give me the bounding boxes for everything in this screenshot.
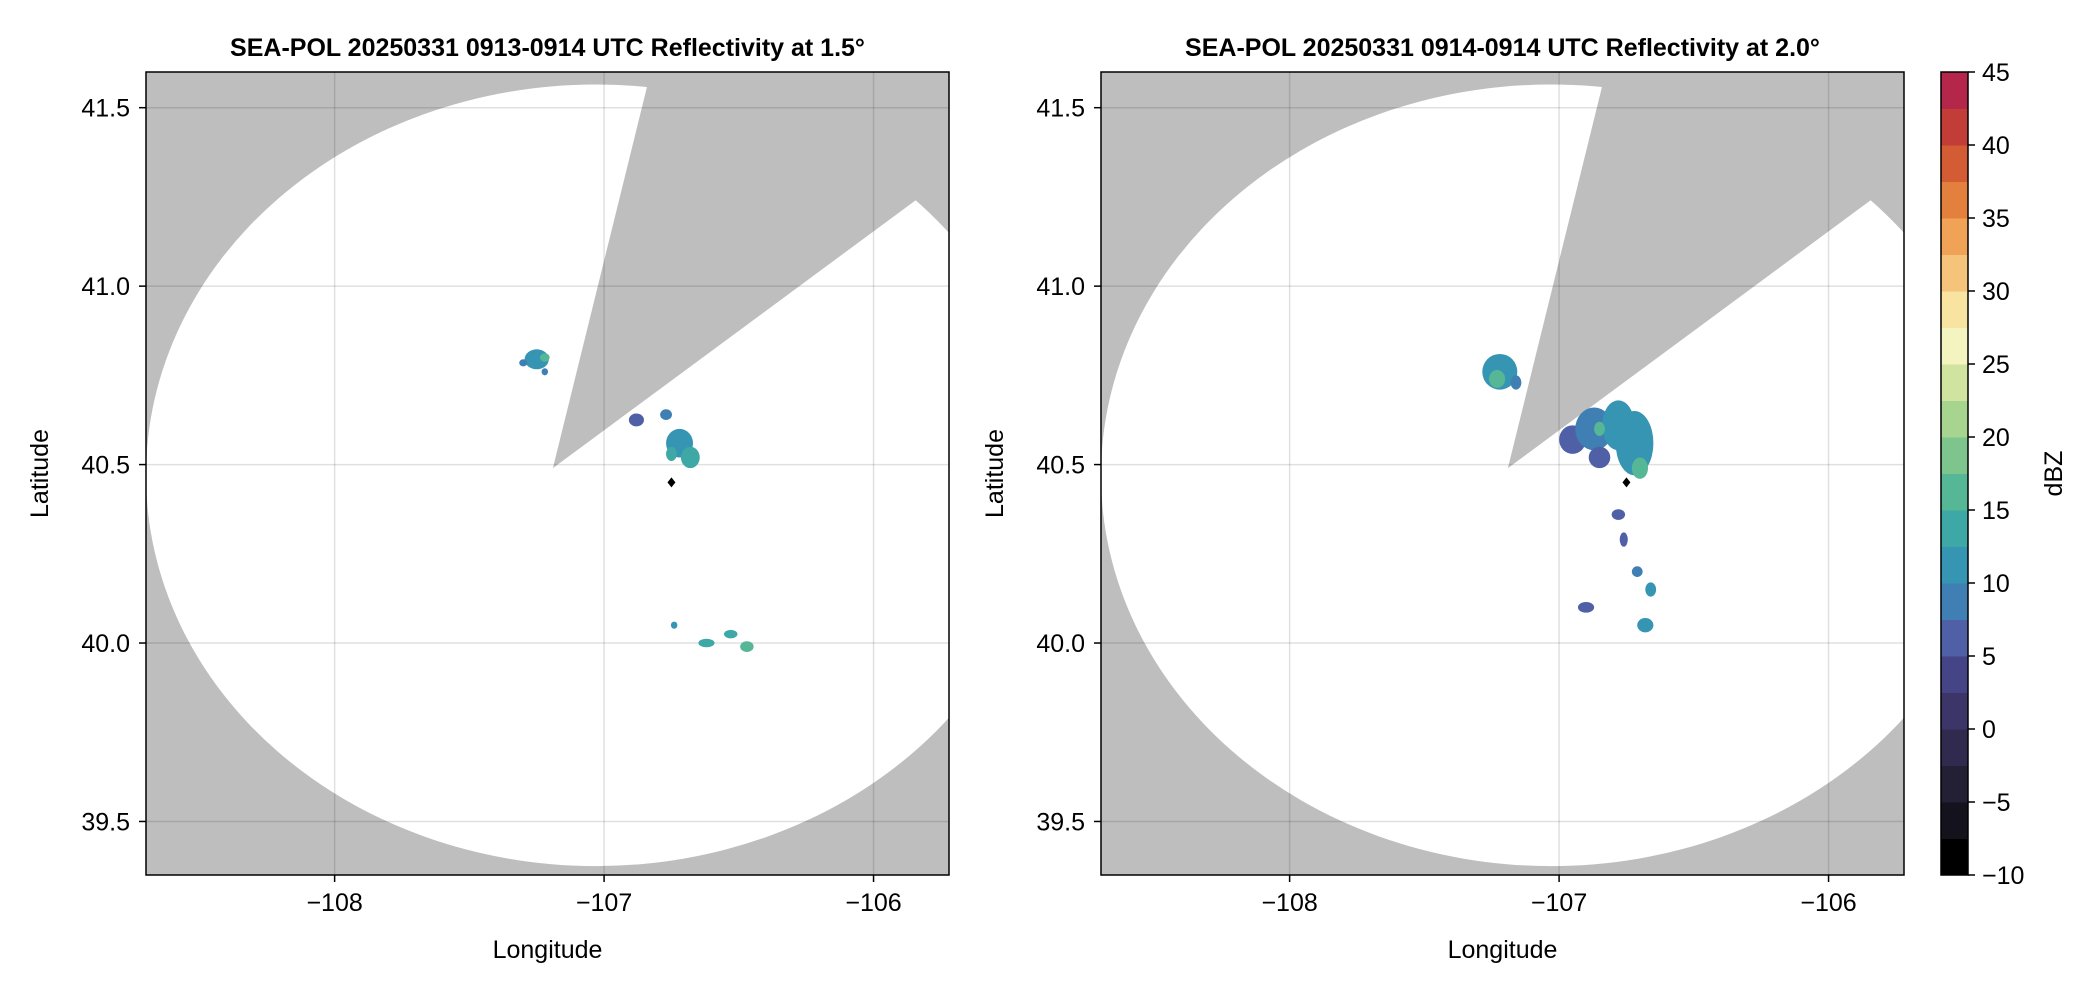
colorbar-segment-0: [1941, 838, 1968, 876]
axes-frame: [1100, 71, 1905, 876]
echo-cell-12: [1631, 566, 1643, 577]
x-axis-label: Longitude: [493, 936, 603, 964]
echo-cell-7: [680, 446, 700, 469]
colorbar-segment-5: [1941, 656, 1968, 693]
echo-cell-11: [723, 629, 738, 639]
colorbar-segment-7: [1941, 583, 1968, 620]
echo-cell-1: [1489, 370, 1506, 388]
beam-blockage-sector: [552, 72, 949, 469]
echo-cell-12: [740, 641, 754, 652]
y-tick-label-3: 41.0: [81, 273, 130, 301]
colorbar-tick-label-7: 10: [1982, 570, 2010, 598]
colorbar-segment-21: [1941, 72, 1968, 109]
colorbar-label: dBZ: [2040, 451, 2068, 497]
plot-area: [146, 72, 949, 875]
echo-cell-8: [666, 446, 677, 462]
colorbar-segment-16: [1941, 254, 1968, 292]
x-tick-label-2: −106: [845, 889, 901, 917]
colorbar-tick-label-1: 40: [1982, 132, 2010, 160]
panel-title: SEA-POL 20250331 0914-0914 UTC Reflectiv…: [1185, 34, 1820, 62]
x-tick-label-1: −107: [576, 889, 632, 917]
echo-cell-2: [1510, 375, 1522, 390]
colorbar-tick-label-6: 15: [1982, 497, 2010, 525]
x-tick-label-0: −108: [306, 889, 362, 917]
colorbar-segment-14: [1941, 327, 1968, 365]
colorbar-segment-20: [1941, 108, 1968, 146]
colorbar-segment-15: [1941, 291, 1968, 328]
colorbar-tick-label-11: −10: [1982, 862, 2024, 890]
y-tick-label-0: 39.5: [81, 808, 130, 836]
colorbar-segment-8: [1941, 546, 1968, 584]
panel-title: SEA-POL 20250331 0913-0914 UTC Reflectiv…: [230, 34, 865, 62]
y-tick-label-1: 40.0: [81, 630, 130, 658]
echo-cell-1: [539, 353, 550, 362]
y-tick-label-1: 40.0: [1036, 630, 1085, 658]
echo-cell-9: [670, 621, 678, 629]
echo-cell-3: [541, 368, 549, 376]
colorbar-tick-label-8: 5: [1982, 643, 1996, 671]
echo-cell-14: [1577, 601, 1595, 613]
colorbar-tick-label-9: 0: [1982, 716, 1996, 744]
x-tick-label-1: −107: [1531, 889, 1587, 917]
radar-site-marker: [667, 477, 676, 488]
echo-cell-2: [519, 359, 528, 367]
x-tick-label-0: −108: [1261, 889, 1317, 917]
echo-cell-8: [1594, 421, 1605, 437]
echo-cell-9: [1631, 457, 1649, 479]
echo-cell-10: [698, 638, 715, 648]
colorbar-segment-1: [1941, 802, 1968, 839]
colorbar-segment-19: [1941, 145, 1968, 182]
y-axis-label: Latitude: [26, 429, 54, 518]
plot-area: [1101, 72, 1904, 875]
beam-blockage-sector: [1507, 72, 1904, 469]
colorbar-segment-3: [1941, 729, 1968, 766]
colorbar-segment-10: [1941, 473, 1968, 511]
y-tick-label-4: 41.5: [1036, 95, 1085, 123]
map-panel-1: −108 −107 −106 39.5 40.0 40.5 41.0 41.5 SEA-POL …: [26, 34, 950, 964]
echo-cell-10: [1611, 509, 1626, 520]
axes-frame: [145, 71, 950, 876]
y-tick-label-0: 39.5: [1036, 808, 1085, 836]
colorbar-segment-13: [1941, 364, 1968, 401]
colorbar-segment-4: [1941, 692, 1968, 730]
y-tick-label-2: 40.5: [81, 452, 130, 480]
echo-cell-15: [1637, 618, 1654, 633]
echo-cell-4: [628, 413, 644, 427]
echo-cell-11: [1619, 532, 1628, 547]
colorbar-segment-6: [1941, 619, 1968, 657]
map-panel-2: −108 −107 −106 39.5 40.0 40.5 41.0 41.5 SEA-POL …: [981, 34, 1905, 964]
colorbar-segment-9: [1941, 510, 1968, 547]
colorbar-tick-label-5: 20: [1982, 424, 2010, 452]
colorbar-segment-17: [1941, 218, 1968, 255]
colorbar-segment-18: [1941, 181, 1968, 219]
radar-site-marker: [1622, 477, 1631, 488]
colorbar-segment-11: [1941, 437, 1968, 474]
colorbar-tick-label-3: 30: [1982, 278, 2010, 306]
x-tick-label-2: −106: [1800, 889, 1856, 917]
echo-cell-13: [1645, 582, 1657, 597]
colorbar-tick-label-4: 25: [1982, 351, 2010, 379]
y-tick-label-2: 40.5: [1036, 452, 1085, 480]
colorbar-tick-label-2: 35: [1982, 205, 2010, 233]
y-axis-label: Latitude: [981, 429, 1009, 518]
echo-cell-5: [660, 409, 672, 420]
colorbar-segment-2: [1941, 765, 1968, 803]
echo-cell-7: [1588, 446, 1611, 469]
colorbar-frame: [1940, 71, 1969, 876]
colorbar: 45 40 35 30 25 20 15 10 5 0 −5 −10 dBZ: [1940, 59, 2068, 890]
colorbar-segment-12: [1941, 400, 1968, 438]
x-axis-label: Longitude: [1448, 936, 1558, 964]
colorbar-tick-label-10: −5: [1982, 789, 2011, 817]
y-tick-label-3: 41.0: [1036, 273, 1085, 301]
colorbar-tick-label-0: 45: [1982, 59, 2010, 87]
y-tick-label-4: 41.5: [81, 95, 130, 123]
